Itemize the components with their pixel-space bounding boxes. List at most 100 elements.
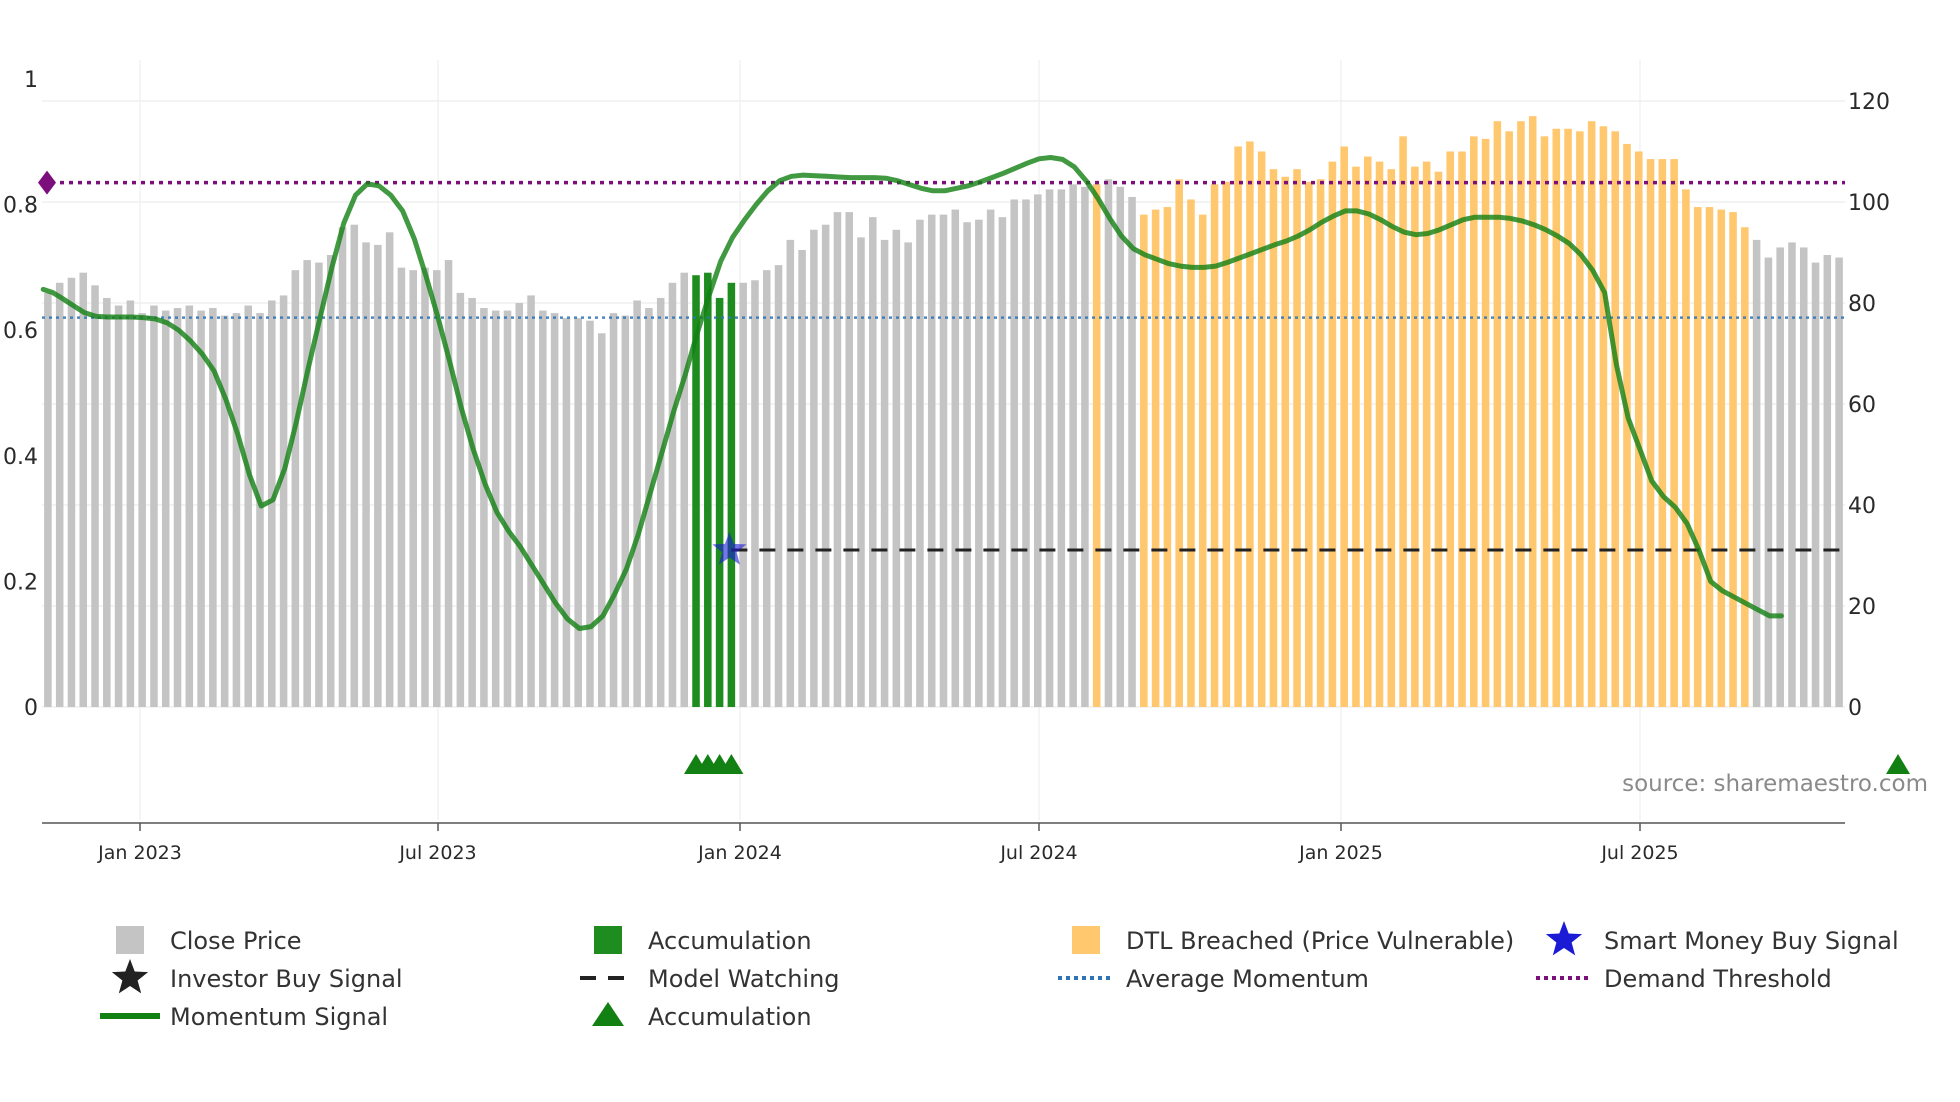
legend-item: Model Watching (580, 965, 840, 993)
close-price-bar (845, 212, 853, 707)
legend-item: DTL Breached (Price Vulnerable) (1072, 926, 1514, 955)
close-price-bar (609, 313, 618, 707)
close-price-bar (668, 282, 677, 707)
dtl-bar (1411, 166, 1419, 707)
close-price-bar (44, 292, 52, 707)
close-price-bar (138, 313, 146, 707)
dtl-bar (1175, 179, 1183, 707)
close-price-bar (821, 224, 830, 707)
close-price-bar (456, 292, 465, 707)
close-price-bar (880, 239, 889, 707)
close-price-bar (539, 310, 547, 707)
dtl-bar (1458, 151, 1466, 707)
accumulation-bar (727, 282, 736, 707)
y-right-tick-label: 40 (1848, 494, 1876, 519)
close-price-bar (421, 267, 429, 707)
close-price-bar (857, 237, 865, 707)
close-price-bar (279, 295, 288, 707)
legend-star-icon (1545, 921, 1583, 956)
close-price-bar (951, 209, 960, 707)
close-price-bar (680, 272, 689, 707)
close-price-bar (103, 297, 111, 707)
close-price-bar (444, 260, 453, 707)
dtl-bar (1140, 214, 1148, 707)
close-price-bar (751, 280, 759, 707)
close-price-bar (480, 308, 488, 707)
close-price-bar (338, 227, 347, 707)
dtl-bar (1670, 159, 1678, 707)
accumulation-triangle (1886, 754, 1911, 774)
dtl-bar (1363, 156, 1372, 708)
price-bars (44, 116, 1843, 708)
close-price-bar (209, 308, 217, 707)
close-price-bar (1057, 189, 1066, 707)
momentum-signal-line (40, 155, 1784, 631)
accumulation-triangle (719, 754, 744, 774)
close-price-bar (79, 272, 88, 707)
close-price-bar (409, 270, 417, 707)
legend-item: Accumulation (592, 1002, 812, 1031)
close-price-bar (562, 318, 571, 707)
y-left-tick-label: 0.4 (3, 445, 38, 470)
dtl-bar (1599, 126, 1608, 707)
legend-label: Investor Buy Signal (170, 965, 403, 993)
close-price-bar (374, 244, 382, 708)
legend-label: Model Watching (648, 965, 840, 993)
close-price-bar (927, 214, 936, 707)
close-price-bar (1835, 257, 1843, 707)
close-price-bar (232, 313, 241, 707)
dtl-bar (1446, 151, 1454, 707)
y-left-tick-label: 0.2 (3, 570, 38, 595)
close-price-bar (774, 265, 783, 707)
close-price-bar (574, 318, 582, 707)
x-tick-label: Jan 2023 (97, 842, 182, 864)
dtl-bar (1092, 184, 1101, 707)
close-price-bar (656, 297, 665, 707)
dtl-bar (1623, 143, 1631, 708)
close-price-bar (1104, 179, 1113, 707)
reference-lines (38, 170, 1845, 552)
close-price-bar (892, 229, 901, 707)
y-right-tick-label: 20 (1848, 595, 1876, 620)
close-price-bar (1776, 247, 1784, 707)
close-price-bar (326, 255, 335, 707)
dtl-bar (1328, 161, 1337, 708)
y-right-tick-label: 80 (1848, 292, 1876, 317)
dtl-bar (1576, 131, 1584, 708)
y-right-tick-label: 0 (1848, 696, 1862, 721)
legend-item: Average Momentum (1058, 965, 1369, 993)
close-price-bar (244, 305, 252, 707)
close-price-bar (315, 262, 323, 707)
close-price-bar (786, 239, 795, 707)
dtl-bar (1729, 212, 1737, 707)
dtl-bar (1210, 184, 1219, 707)
legend-item: Investor Buy Signal (111, 959, 403, 994)
dtl-bar (1269, 169, 1278, 708)
dtl-bar (1505, 131, 1513, 708)
dtl-bar (1293, 169, 1301, 708)
legend-label: Accumulation (648, 927, 812, 955)
close-price-bar (1788, 242, 1796, 707)
dtl-bar (1493, 121, 1502, 707)
dtl-bar (1163, 207, 1172, 708)
legend-item: Accumulation (594, 926, 812, 955)
close-price-bar (645, 308, 653, 707)
close-price-bar (833, 212, 842, 707)
x-tick-label: Jul 2023 (398, 842, 476, 864)
legend-swatch (116, 926, 144, 954)
close-price-bar (114, 305, 123, 707)
close-price-bar (869, 217, 877, 707)
close-price-bar (1069, 184, 1077, 707)
close-price-bar (1081, 186, 1089, 708)
legend-swatch (1072, 926, 1100, 954)
close-price-bar (1045, 189, 1054, 707)
close-price-bar (597, 333, 606, 707)
close-price-bar (1022, 199, 1030, 707)
close-price-bar (303, 260, 311, 707)
y-left-tick-label: 0.8 (3, 194, 38, 219)
legend-label: Demand Threshold (1604, 965, 1832, 993)
close-price-bar (1116, 186, 1125, 708)
close-price-bar (185, 305, 194, 707)
close-price-bar (291, 270, 300, 707)
legend-item: Momentum Signal (100, 1003, 388, 1031)
